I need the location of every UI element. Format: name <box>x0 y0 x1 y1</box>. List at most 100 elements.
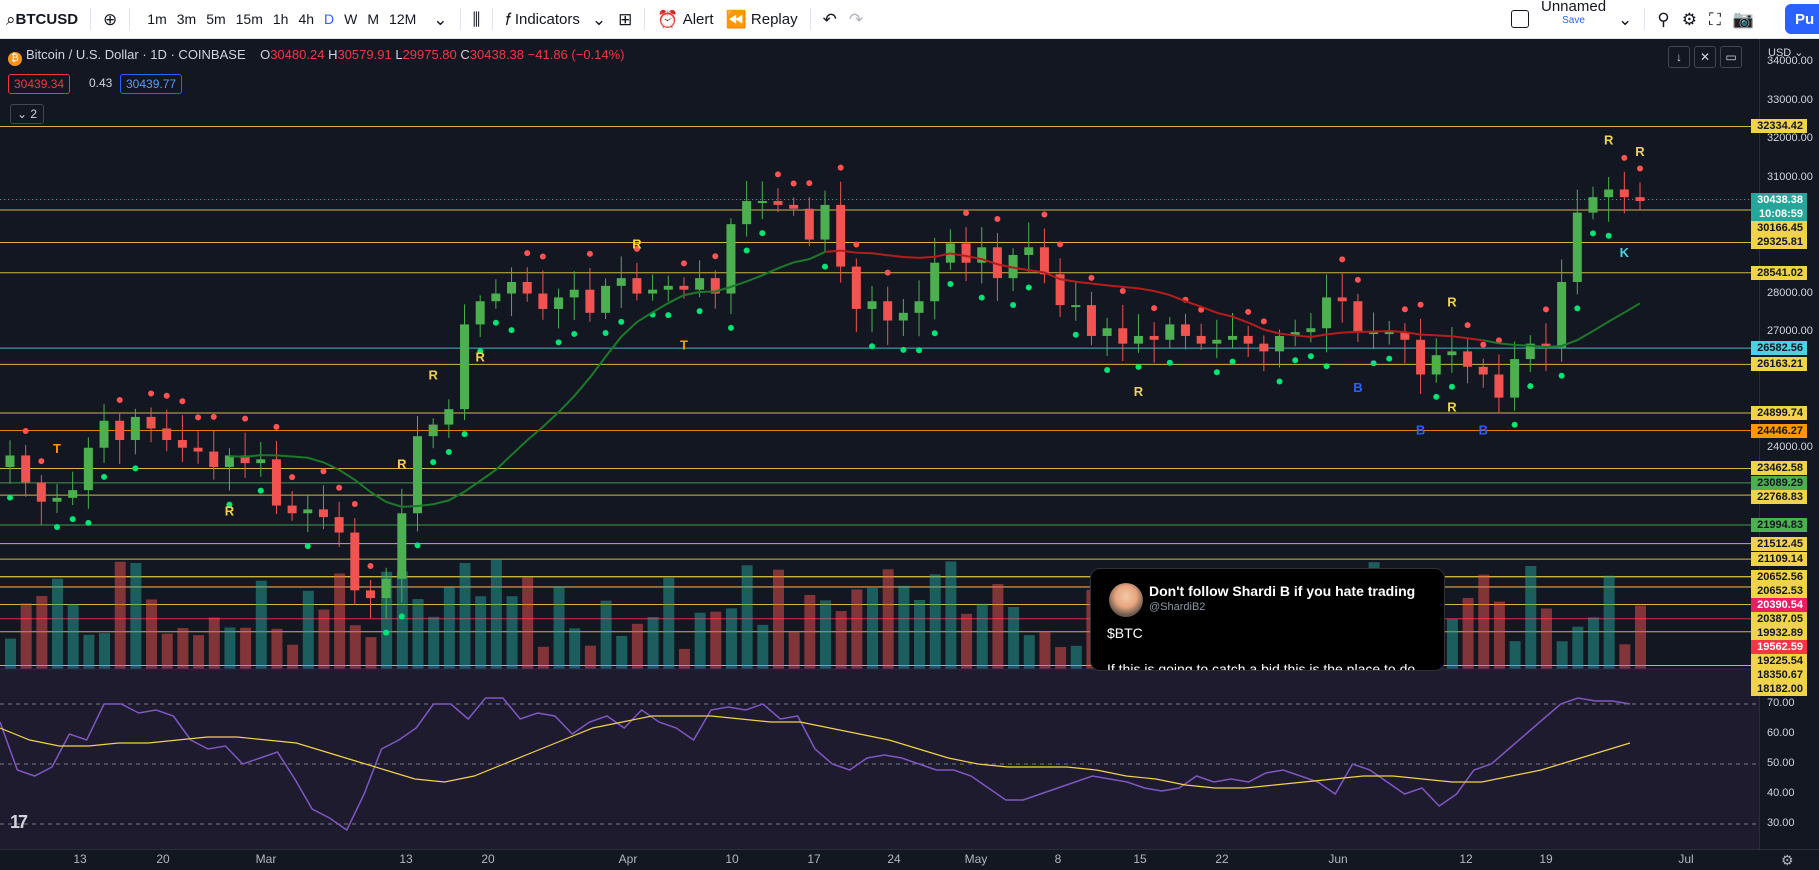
candle <box>961 243 971 263</box>
volume-bar <box>1070 645 1082 669</box>
maximize-button[interactable]: ▭ <box>1720 46 1742 68</box>
price-tag: 21109.14 <box>1751 552 1807 567</box>
alert-button[interactable]: ⏰ Alert <box>651 0 719 38</box>
signal-dot <box>602 330 609 337</box>
volume-bar <box>1055 647 1067 669</box>
symbol-search[interactable]: ⌕ BTCUSD <box>0 0 84 38</box>
rsi-ma-line[interactable] <box>0 715 1631 789</box>
price-chart[interactable]: T T R R R R R R R B B B R R R K <box>0 39 1759 849</box>
price-scale[interactable]: USD ⌄ <box>1759 39 1819 849</box>
timeframe-15m[interactable]: 15m <box>235 11 263 27</box>
indicators-button[interactable]: 𝑓 Indicators <box>499 0 586 38</box>
divider <box>459 8 461 30</box>
currency-selector[interactable]: USD ⌄ <box>1768 46 1804 59</box>
candle <box>1525 343 1535 360</box>
signal-dot <box>477 348 484 355</box>
down-arrow-button[interactable]: ↓ <box>1668 46 1690 68</box>
timeframe-M[interactable]: M <box>367 11 380 27</box>
candle <box>491 293 501 302</box>
volume-bar <box>99 633 111 669</box>
candle <box>287 505 297 514</box>
candle <box>1619 189 1629 198</box>
timeframe-5m[interactable]: 5m <box>206 11 226 27</box>
chart-type-button[interactable]: ⫼ <box>467 0 487 38</box>
volume-bar <box>381 571 393 669</box>
layout-dropdown[interactable]: ⌄ <box>1612 0 1638 38</box>
sell-price[interactable]: 30439.34 <box>8 74 71 94</box>
signal-letter: R <box>1447 294 1457 309</box>
timeframe-1h[interactable]: 1h <box>272 11 289 27</box>
signal-letter: B <box>1353 380 1362 395</box>
time-label: 10 <box>725 852 739 866</box>
compare-button[interactable]: ⊕ <box>97 0 123 38</box>
timeframe-D[interactable]: D <box>324 11 335 27</box>
price-tag: 30438.38 <box>1751 192 1807 207</box>
signal-dot <box>696 308 703 315</box>
rsi-line[interactable] <box>0 697 1631 832</box>
signal-dot <box>1621 154 1628 161</box>
signal-dot <box>1010 302 1017 309</box>
candle <box>1337 297 1347 302</box>
plus-circle-icon: ⊕ <box>103 9 118 29</box>
settings-button[interactable]: ⚙ <box>1676 0 1703 38</box>
publish-label: Pu <box>1795 10 1815 28</box>
indicators-toggle[interactable]: ⌄ 2 <box>10 104 44 124</box>
collapse-button[interactable]: ✕ <box>1694 46 1716 68</box>
candle <box>1039 247 1049 275</box>
indicators-dropdown[interactable]: ⌄ <box>586 0 612 38</box>
signal-dot <box>963 209 970 216</box>
publish-button[interactable]: Pu <box>1785 4 1819 34</box>
buy-price[interactable]: 30439.77 <box>120 74 183 94</box>
signal-letter: K <box>1620 245 1630 260</box>
timeframe-4h[interactable]: 4h <box>298 11 315 27</box>
signal-dot <box>1417 301 1424 308</box>
spread-value: 0.43 <box>89 76 113 90</box>
layout-checkbox[interactable] <box>1505 0 1535 38</box>
signal-letter: R <box>1447 399 1457 414</box>
snapshot-button[interactable]: 📷 <box>1727 0 1760 38</box>
candle <box>397 513 407 579</box>
volume-bar <box>710 611 722 669</box>
symbol-title[interactable]: Bitcoin / U.S. Dollar · 1D · COINBASE <box>26 47 246 62</box>
tweet-embed[interactable]: Don't follow Shardi B if you hate tradin… <box>1090 568 1445 671</box>
candle <box>1071 305 1081 308</box>
volume-bar <box>1039 630 1051 669</box>
time-scale[interactable]: 13 20 Mar 13 20 Apr 10 17 24 May 8 15 22 Jun 12 19 Jul <box>0 849 1819 870</box>
gear-icon[interactable]: ⚙ <box>1781 852 1794 868</box>
moving-average <box>229 249 1641 508</box>
timeframe-12M[interactable]: 12M <box>389 11 417 27</box>
price-tag: 20652.53 <box>1751 583 1807 598</box>
candle <box>271 459 281 506</box>
price-tag: 22768.83 <box>1751 489 1807 504</box>
time-label: 24 <box>887 852 901 866</box>
rsi-tick: 50.00 <box>1767 757 1795 769</box>
fullscreen-button[interactable]: ⛶ <box>1703 0 1727 38</box>
candle <box>836 204 846 267</box>
tweet-text-line1: $BTC <box>1107 625 1143 641</box>
bitcoin-icon: ₿ <box>8 52 22 66</box>
volume-bar <box>193 635 205 669</box>
timeframe-3m[interactable]: 3m <box>176 11 197 27</box>
quick-search-button[interactable]: ⚲ <box>1651 0 1675 38</box>
undo-button[interactable]: ↶ <box>817 0 843 38</box>
timeframe-W[interactable]: W <box>344 11 358 27</box>
volume-bar <box>788 632 800 669</box>
rsi-tick: 60.00 <box>1767 727 1795 739</box>
tradingview-logo[interactable]: 17 <box>10 812 28 832</box>
candle <box>883 301 893 321</box>
timeframe-1m[interactable]: 1m <box>147 11 167 27</box>
open-value: 30480.24 <box>270 47 325 62</box>
templates-button[interactable]: ⊞ <box>612 0 638 38</box>
volume-bar <box>1572 626 1584 669</box>
timeframe-dropdown[interactable]: ⌄ <box>427 0 453 38</box>
layout-name-button[interactable]: Unnamed Save <box>1535 0 1612 38</box>
volume-bar <box>584 645 596 669</box>
volume-bar <box>287 644 299 669</box>
volume-bar <box>631 623 643 669</box>
candle <box>992 247 1002 279</box>
redo-button[interactable]: ↷ <box>843 0 869 38</box>
candle <box>1588 197 1598 213</box>
candle <box>616 278 626 286</box>
volume-bar <box>694 612 706 669</box>
replay-button[interactable]: ⏪ Replay <box>720 0 804 38</box>
